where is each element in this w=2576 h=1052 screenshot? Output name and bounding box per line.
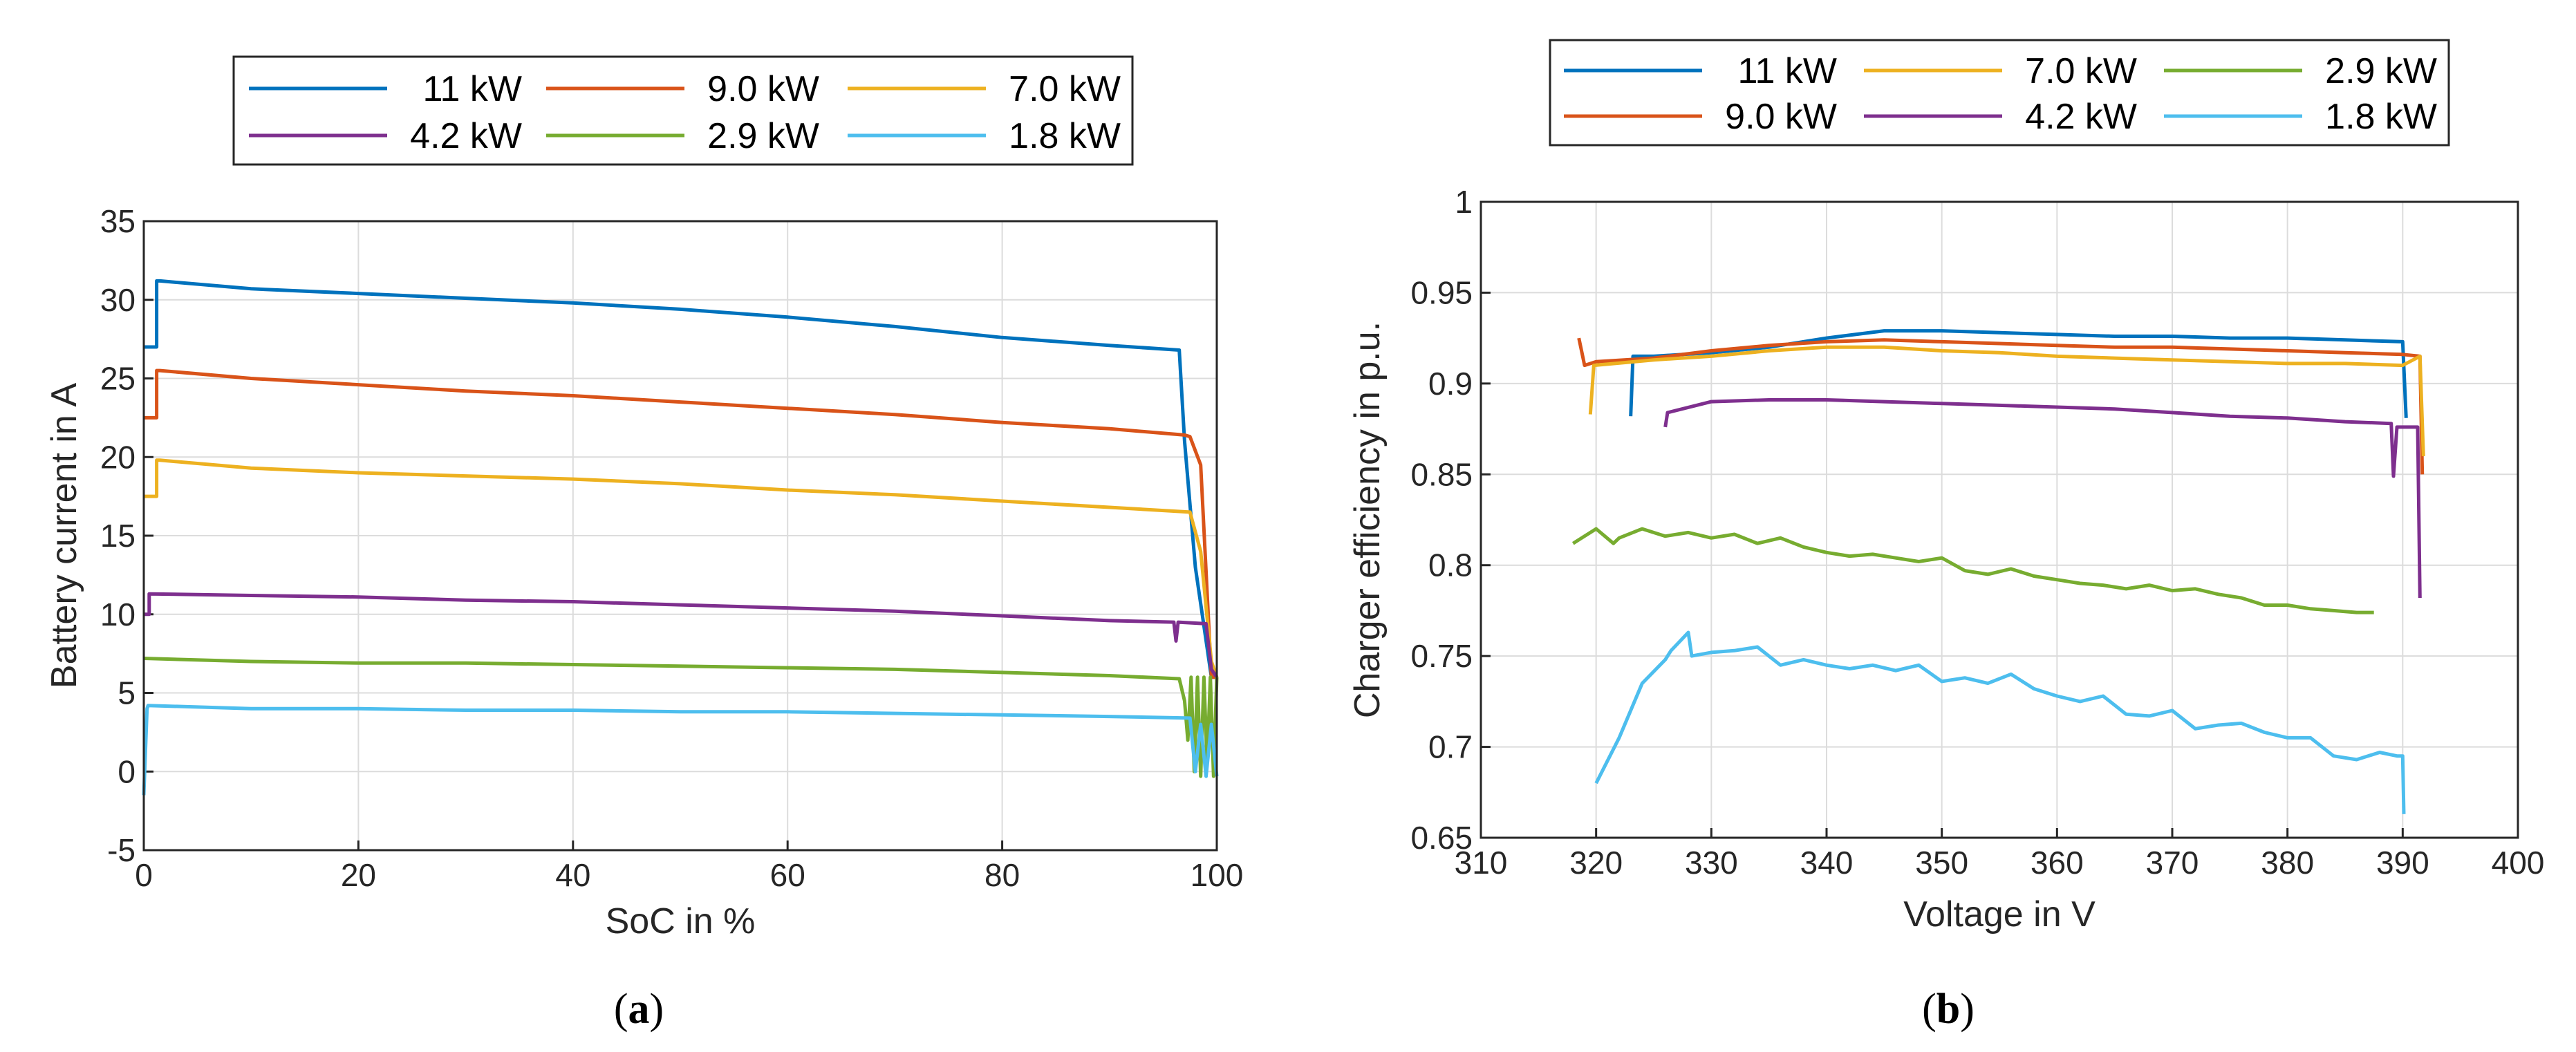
panel-a-x-tick-label: 40 xyxy=(555,857,590,893)
panel-a-series-line-5 xyxy=(142,704,1219,796)
panel-a-series-line-3 xyxy=(144,592,1219,679)
panel-b-y-tick-label: 0.75 xyxy=(1410,638,1473,674)
panel-a-x-tick-label: 80 xyxy=(984,857,1020,893)
panel-b-x-tick-label: 350 xyxy=(1915,845,1968,881)
panel-a-y-tick-label: 25 xyxy=(100,361,136,397)
panel-a-legend: 11 kW 9.0 kW 7.0 kW 4.2 kW 2.9 kW 1.8 kW xyxy=(232,55,1134,166)
panel-a-legend-label-1: 9.0 kW xyxy=(707,69,819,109)
panel-a-legend-label-5: 1.8 kW xyxy=(1009,116,1121,156)
panel-b-x-axis-label: Voltage in V xyxy=(1903,894,2096,934)
panel-b-grid xyxy=(1480,201,2519,838)
panel-b-x-tick-label: 320 xyxy=(1569,845,1623,881)
panel-a-caption-letter: a xyxy=(628,986,650,1033)
panel-a-series xyxy=(142,279,1219,796)
panel-a-series-line-4 xyxy=(143,657,1219,778)
panel-a-x-tick-label: 20 xyxy=(341,857,376,893)
panel-a-caption: (a) xyxy=(614,986,664,1033)
panel-a-plot-frame xyxy=(142,220,1218,852)
panel-a-grid xyxy=(143,220,1217,851)
panel-a-series-line-1 xyxy=(144,368,1217,679)
panel-b-x-tick-label: 400 xyxy=(2492,845,2545,881)
panel-a-x-tick-label: 0 xyxy=(135,857,153,893)
panel-b-y-tick-label: 0.65 xyxy=(1410,820,1473,856)
panel-a-x-tick-label: 100 xyxy=(1191,857,1244,893)
panel-a-legend-label-3: 4.2 kW xyxy=(410,116,522,156)
panel-b-series-line-4 xyxy=(1571,527,2374,614)
panel-a-series-line-2 xyxy=(144,458,1219,678)
panel-b: 310 320 330 340 350 360 370 380 390 400 0.65 0.7 0.7… xyxy=(1347,39,2544,1033)
panel-a-legend-box xyxy=(232,55,1134,166)
panel-a-y-tick-label: 35 xyxy=(100,203,136,239)
panel-b-y-tick-label: 0.7 xyxy=(1428,729,1473,765)
panel-b-y-axis-label: Charger efficiency in p.u. xyxy=(1347,321,1388,718)
panel-b-legend-label-5: 1.8 kW xyxy=(2325,97,2437,137)
panel-b-legend-label-4: 2.9 kW xyxy=(2325,51,2437,91)
panel-b-legend-label-2: 7.0 kW xyxy=(2025,51,2137,91)
panel-b-x-tick-label: 330 xyxy=(1685,845,1738,881)
panel-a-y-axis-label: Battery current in A xyxy=(44,383,84,689)
panel-a-series-line-0 xyxy=(144,279,1217,679)
panel-a-x-axis-label: SoC in % xyxy=(606,901,756,941)
panel-b-x-tick-label: 340 xyxy=(1800,845,1854,881)
panel-b-y-tick-label: 0.95 xyxy=(1410,274,1473,310)
panel-b-y-tick-label: 0.9 xyxy=(1428,366,1473,402)
panel-a-y-tick-label: 20 xyxy=(100,439,136,475)
panel-b-caption: (b) xyxy=(1922,986,1975,1033)
panel-a-y-tick-label: 30 xyxy=(100,282,136,318)
panel-a-legend-label-0: 11 kW xyxy=(422,69,522,109)
panel-b-ticks: 310 320 330 340 350 360 370 380 390 400 0.65 0.7 0.7… xyxy=(1410,184,2544,881)
panel-a-y-tick-label: 0 xyxy=(118,753,136,789)
panel-b-y-tick-label: 1 xyxy=(1455,184,1473,220)
panel-b-series-line-2 xyxy=(1588,345,2425,457)
panel-a-y-tick-label: 5 xyxy=(118,675,136,711)
panel-a-y-tick-label: 10 xyxy=(100,597,136,632)
panel-b-series xyxy=(1571,329,2425,814)
panel-a-y-tick-label: -5 xyxy=(107,832,136,868)
panel-b-y-tick-label: 0.8 xyxy=(1428,547,1473,583)
panel-b-x-tick-label: 380 xyxy=(2261,845,2314,881)
panel-b-series-line-1 xyxy=(1577,337,2425,475)
panel-a-legend-label-4: 2.9 kW xyxy=(707,116,819,156)
panel-b-legend: 11 kW 9.0 kW 7.0 kW 4.2 kW 2.9 kW 1.8 kW xyxy=(1549,39,2450,147)
panel-a-y-tick-label: 15 xyxy=(100,518,136,554)
panel-b-x-tick-label: 370 xyxy=(2146,845,2199,881)
panel-a-x-tick-label: 60 xyxy=(770,857,805,893)
panel-b-legend-label-0: 11 kW xyxy=(1737,51,1837,91)
panel-b-legend-box xyxy=(1549,39,2450,147)
panel-b-legend-label-3: 4.2 kW xyxy=(2025,97,2137,137)
panel-b-series-line-3 xyxy=(1663,398,2422,599)
panel-b-x-tick-label: 390 xyxy=(2376,845,2429,881)
panel-b-x-tick-label: 360 xyxy=(2031,845,2084,881)
panel-a-legend-label-2: 7.0 kW xyxy=(1009,69,1121,109)
panel-b-y-tick-label: 0.85 xyxy=(1410,456,1473,492)
panel-b-x-tick-label: 310 xyxy=(1455,845,1508,881)
panel-b-caption-letter: b xyxy=(1936,986,1960,1033)
panel-b-series-line-5 xyxy=(1594,630,2406,814)
panel-b-plot-frame xyxy=(1480,200,2519,839)
panel-b-legend-label-1: 9.0 kW xyxy=(1725,97,1837,137)
